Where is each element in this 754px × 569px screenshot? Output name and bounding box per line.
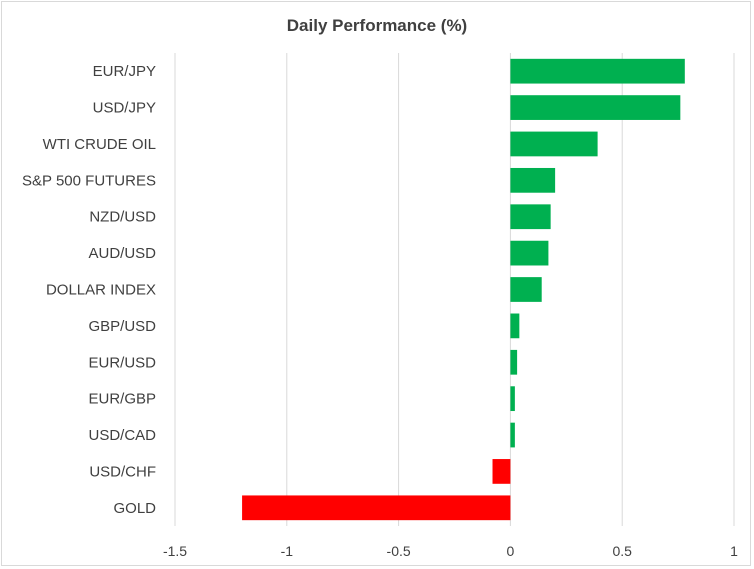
bar xyxy=(510,204,551,230)
chart-title: Daily Performance (%) xyxy=(287,16,467,35)
category-label: GOLD xyxy=(113,500,156,517)
category-label: USD/JPY xyxy=(93,100,156,117)
x-tick-label: -1 xyxy=(281,543,294,559)
bar xyxy=(510,277,542,302)
bars xyxy=(242,58,685,521)
gridlines xyxy=(174,53,735,526)
category-labels: EUR/JPY USD/JPY WTI CRUDE OIL S&P 500 FUTUR… xyxy=(22,63,156,517)
category-label: USD/CHF xyxy=(89,463,156,480)
category-label: EUR/USD xyxy=(88,354,156,371)
category-label: AUD/USD xyxy=(88,245,156,262)
category-label: EUR/JPY xyxy=(93,63,156,80)
x-tick-label: 1 xyxy=(730,543,738,559)
x-tick-labels: -1.5 -1 -0.5 0 0.5 1 xyxy=(163,543,738,559)
bar xyxy=(510,95,681,120)
category-label: USD/CAD xyxy=(88,427,156,444)
category-label: GBP/USD xyxy=(88,318,156,335)
bar xyxy=(510,422,515,448)
bar xyxy=(510,58,685,84)
bar xyxy=(510,167,556,193)
category-label: S&P 500 FUTURES xyxy=(22,172,156,189)
x-tick-label: 0 xyxy=(507,543,515,559)
bar xyxy=(242,495,511,521)
bar xyxy=(510,313,520,339)
bar xyxy=(510,240,549,266)
category-label: DOLLAR INDEX xyxy=(46,282,156,299)
category-label: EUR/GBP xyxy=(88,391,156,408)
category-label: NZD/USD xyxy=(89,209,156,226)
category-label: WTI CRUDE OIL xyxy=(43,136,156,153)
x-tick-label: -1.5 xyxy=(163,543,187,559)
bar xyxy=(510,131,598,157)
x-tick-label: 0.5 xyxy=(612,543,632,559)
x-tick-label: -0.5 xyxy=(387,543,411,559)
bar xyxy=(510,349,518,375)
bar xyxy=(492,459,511,484)
bar xyxy=(510,386,515,412)
